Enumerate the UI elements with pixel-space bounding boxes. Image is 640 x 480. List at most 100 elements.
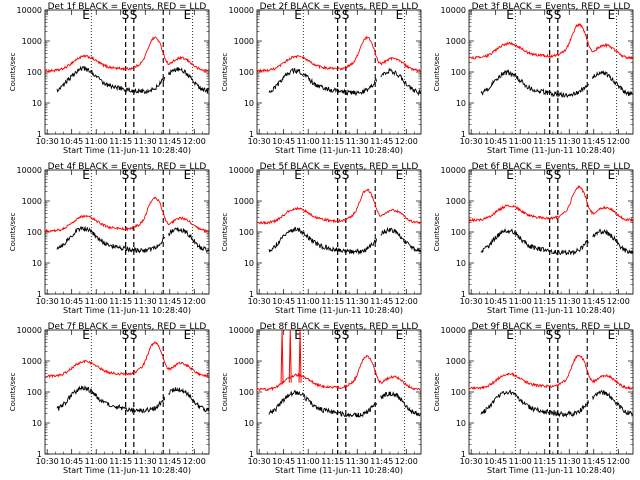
chart-panel-2: Det 2f BLACK = Events, RED = LLD 1 10 100 10…: [221, 2, 422, 155]
x-tick-label: 12:00: [607, 137, 630, 146]
x-tick-label: 10:30: [460, 297, 483, 306]
x-axis-label: Start Time (11-Jun-11 10:28:40): [275, 146, 403, 155]
x-tick-label: 11:15: [533, 457, 556, 466]
y-tick-label: 1: [461, 290, 466, 299]
y-tick-label: 10: [244, 259, 254, 268]
lld-series-line: [469, 184, 633, 223]
x-tick-label: 12:00: [395, 137, 418, 146]
x-tick-label: 11:45: [158, 457, 181, 466]
x-tick-label: 11:00: [509, 297, 532, 306]
y-tick-label: 10: [32, 99, 42, 108]
interval-marker: S: [130, 8, 138, 22]
x-tick-label: 11:30: [134, 457, 157, 466]
lld-series-line: [257, 35, 421, 74]
y-tick-label: 1: [249, 130, 254, 139]
x-tick-label: 11:30: [346, 297, 369, 306]
chart-panel-4: Det 4f BLACK = Events, RED = LLD 1 10 100 10…: [9, 162, 210, 315]
chart-panel-5: Det 5f BLACK = Events, RED = LLD 1 10 100 10…: [221, 162, 422, 315]
interval-marker: E: [506, 328, 514, 342]
x-tick-label: 11:30: [558, 297, 581, 306]
y-tick-label: 1000: [446, 197, 466, 206]
x-tick-label: 10:45: [272, 457, 295, 466]
interval-marker: S: [130, 168, 138, 182]
y-tick-label: 1000: [234, 197, 254, 206]
interval-marker: S: [122, 168, 130, 182]
x-tick-label: 10:45: [484, 137, 507, 146]
chart-panel-3: Det 3f BLACK = Events, RED = LLD 1 10 100 10…: [433, 2, 634, 155]
y-tick-label: 10000: [17, 326, 42, 335]
y-tick-label: 1: [37, 130, 42, 139]
x-tick-label: 11:00: [85, 137, 108, 146]
x-tick-label: 11:00: [297, 297, 320, 306]
x-tick-label: 11:45: [582, 457, 605, 466]
lld-series-line: [45, 196, 209, 233]
x-axis-label: Start Time (11-Jun-11 10:28:40): [487, 466, 615, 475]
x-tick-label: 10:30: [36, 137, 59, 146]
x-tick-label: 11:45: [158, 297, 181, 306]
x-tick-label: 10:45: [60, 297, 83, 306]
interval-marker: E: [396, 168, 404, 182]
x-tick-label: 12:00: [183, 137, 206, 146]
interval-marker: S: [554, 328, 562, 342]
y-tick-label: 1: [461, 450, 466, 459]
x-tick-label: 10:45: [484, 457, 507, 466]
y-axis-label: Counts/sec: [221, 373, 229, 412]
x-tick-label: 11:00: [85, 297, 108, 306]
x-tick-label: 11:15: [109, 297, 132, 306]
x-tick-label: 11:30: [346, 457, 369, 466]
x-tick-label: 11:00: [85, 457, 108, 466]
interval-marker: E: [184, 168, 192, 182]
chart-title: Det 9f BLACK = Events, RED = LLD: [472, 322, 631, 332]
plot-frame: [468, 9, 634, 135]
y-tick-label: 100: [27, 68, 42, 77]
y-tick-label: 10: [32, 259, 42, 268]
y-tick-label: 10000: [441, 166, 466, 175]
interval-marker: E: [184, 328, 192, 342]
y-tick-label: 1000: [22, 197, 42, 206]
x-tick-label: 11:45: [582, 137, 605, 146]
interval-marker: S: [546, 8, 554, 22]
x-axis-label: Start Time (11-Jun-11 10:28:40): [63, 306, 191, 315]
x-axis-label: Start Time (11-Jun-11 10:28:40): [487, 146, 615, 155]
interval-marker: E: [396, 328, 404, 342]
x-tick-label: 12:00: [183, 297, 206, 306]
y-tick-label: 10000: [441, 326, 466, 335]
x-tick-label: 12:00: [395, 457, 418, 466]
lld-series-line: [469, 354, 633, 391]
chart-title: Det 8f BLACK = Events, RED = LLD: [260, 322, 419, 332]
events-series-line: [480, 389, 633, 418]
x-tick-label: 11:15: [533, 297, 556, 306]
y-tick-label: 100: [451, 228, 466, 237]
y-tick-label: 1000: [234, 357, 254, 366]
x-tick-label: 11:00: [509, 457, 532, 466]
y-tick-label: 100: [27, 388, 42, 397]
chart-panel-1: Det 1f BLACK = Events, RED = LLD 1 10 100 10…: [9, 2, 210, 155]
y-tick-label: 10000: [229, 326, 254, 335]
x-axis-label: Start Time (11-Jun-11 10:28:40): [487, 306, 615, 315]
x-tick-label: 11:00: [297, 457, 320, 466]
lld-series-line: [469, 23, 633, 60]
y-tick-label: 1: [37, 290, 42, 299]
x-tick-label: 10:30: [248, 457, 271, 466]
lld-series-line: [45, 341, 209, 379]
x-tick-label: 10:30: [248, 297, 271, 306]
y-tick-label: 100: [451, 68, 466, 77]
y-tick-label: 10000: [17, 6, 42, 15]
interval-marker: S: [554, 168, 562, 182]
x-axis-label: Start Time (11-Jun-11 10:28:40): [275, 466, 403, 475]
y-tick-label: 1: [249, 450, 254, 459]
interval-marker: E: [608, 8, 616, 22]
x-tick-label: 11:15: [109, 137, 132, 146]
chart-title: Det 3f BLACK = Events, RED = LLD: [472, 2, 631, 12]
y-tick-label: 1000: [234, 37, 254, 46]
events-series-line: [268, 226, 421, 256]
x-axis-label: Start Time (11-Jun-11 10:28:40): [63, 146, 191, 155]
x-tick-label: 10:45: [272, 297, 295, 306]
x-tick-label: 11:15: [321, 297, 344, 306]
chart-title: Det 2f BLACK = Events, RED = LLD: [260, 2, 419, 12]
chart-title: Det 7f BLACK = Events, RED = LLD: [48, 322, 207, 332]
y-axis-label: Counts/sec: [221, 213, 229, 252]
chart-title: Det 6f BLACK = Events, RED = LLD: [472, 162, 631, 172]
events-series-line: [268, 67, 421, 97]
